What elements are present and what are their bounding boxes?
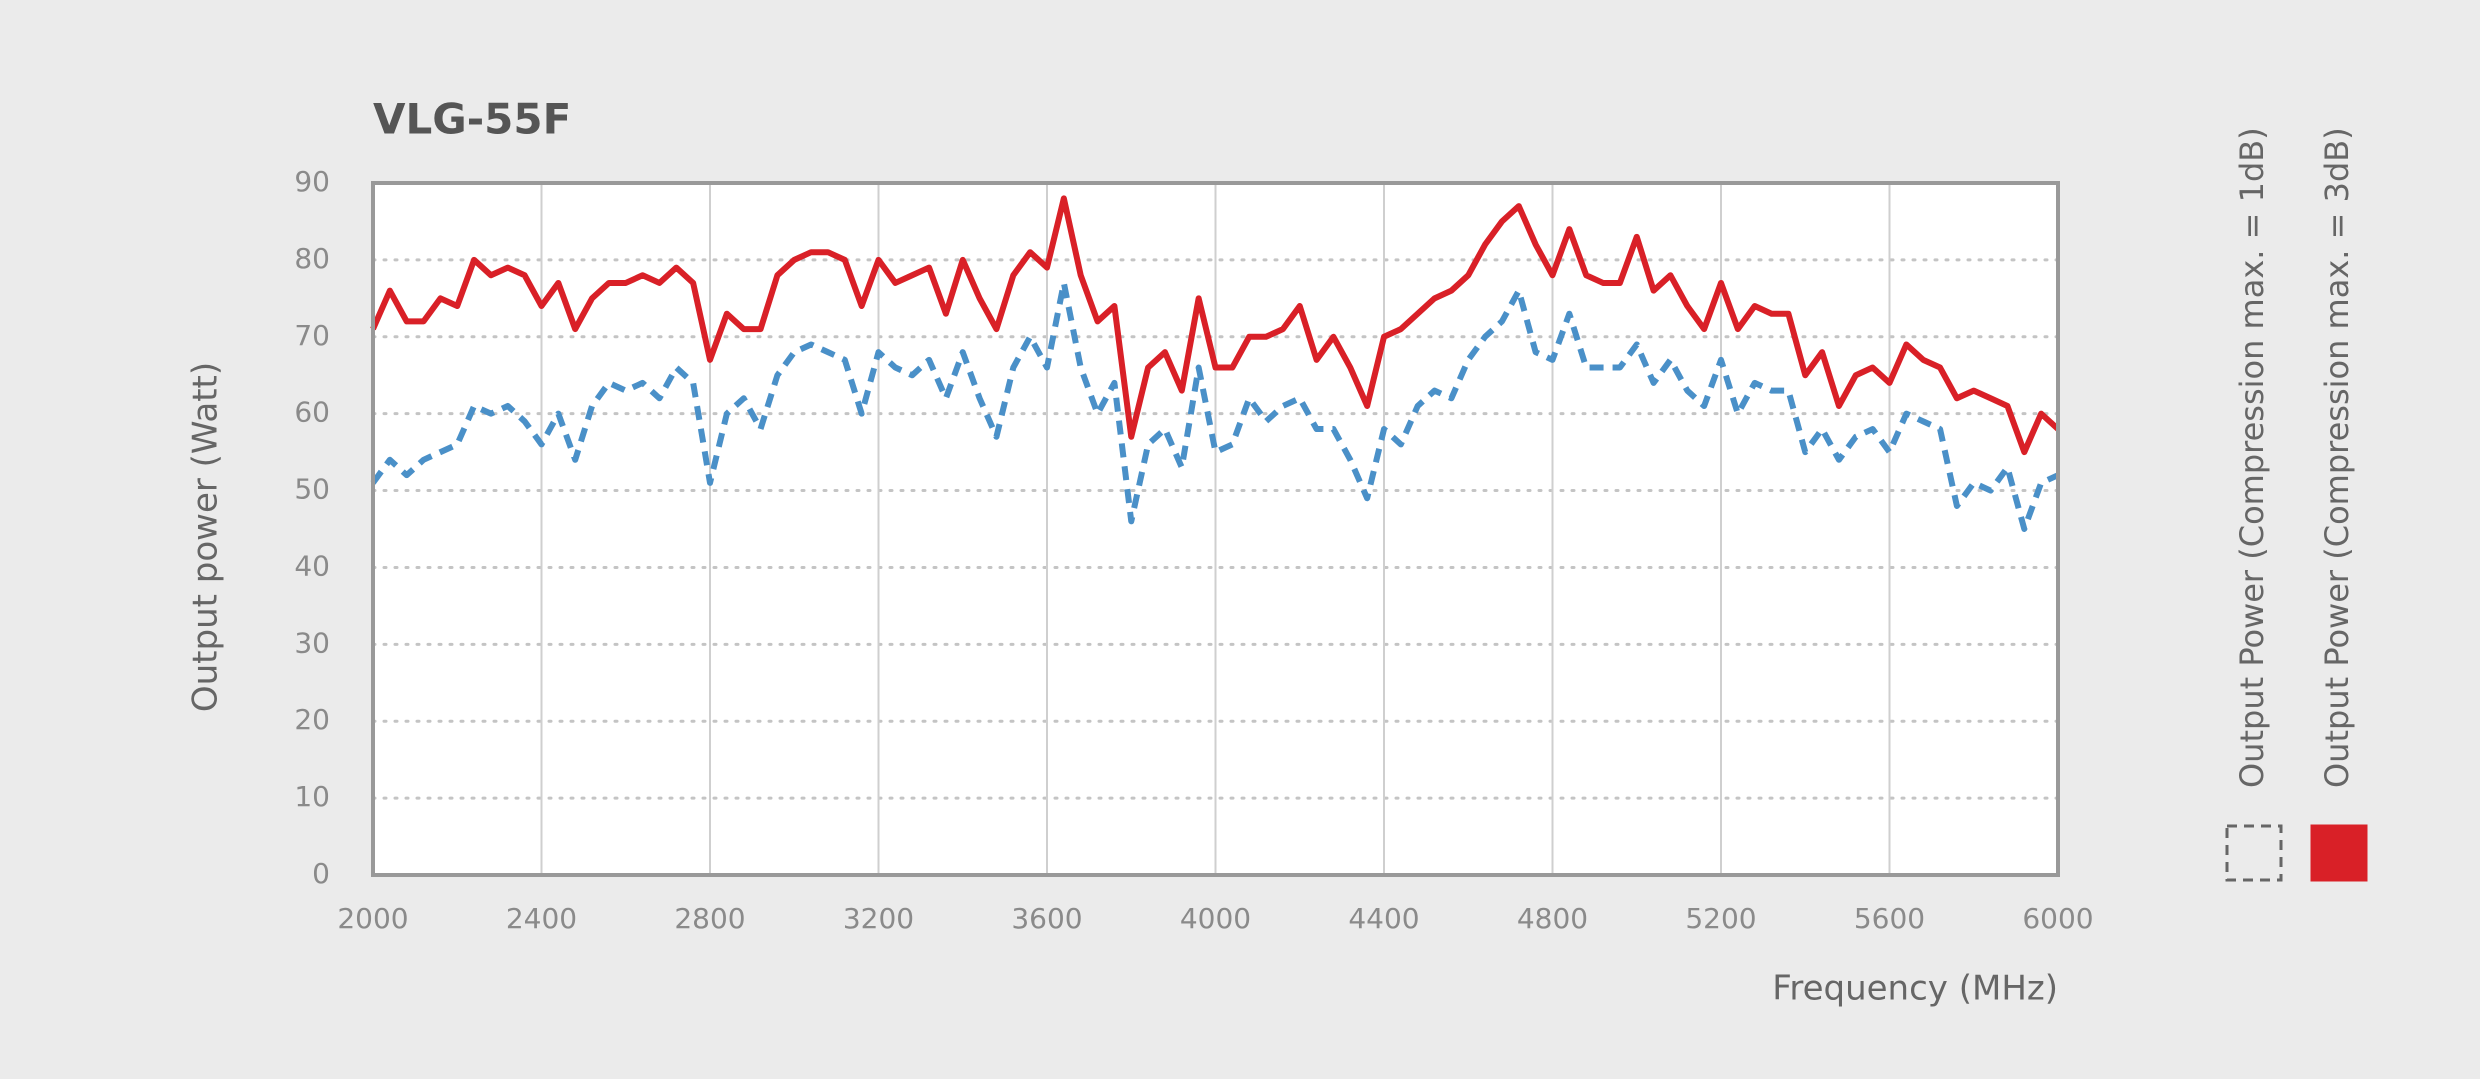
y-tick-label: 80 bbox=[294, 242, 330, 275]
series-line bbox=[370, 279, 2060, 532]
x-tick-label: 5600 bbox=[1854, 902, 1925, 935]
y-tick-label: 0 bbox=[312, 857, 330, 890]
y-tick-label: 60 bbox=[294, 396, 330, 429]
series-line bbox=[370, 195, 2061, 456]
y-tick-label: 50 bbox=[294, 473, 330, 506]
x-tick-label: 6000 bbox=[2022, 902, 2093, 935]
x-tick-label: 4800 bbox=[1517, 902, 1588, 935]
x-tick-label: 3600 bbox=[1011, 902, 1082, 935]
x-tick-label: 3200 bbox=[843, 902, 914, 935]
chart-title: VLG-55F bbox=[373, 95, 571, 144]
y-tick-label: 20 bbox=[294, 703, 330, 736]
legend-label: Output Power (Compression max. = 3dB) bbox=[2318, 127, 2356, 788]
x-tick-label: 4400 bbox=[1348, 902, 1419, 935]
x-tick-label: 2000 bbox=[337, 902, 408, 935]
legend-label: Output Power (Compression max. = 1dB) bbox=[2233, 127, 2271, 788]
x-tick-label: 4000 bbox=[1180, 902, 1251, 935]
y-axis-label: Output power (Watt) bbox=[186, 362, 226, 712]
y-tick-label: 10 bbox=[294, 780, 330, 813]
y-tick-label: 30 bbox=[294, 626, 330, 659]
x-tick-label: 2400 bbox=[506, 902, 577, 935]
legend-swatch bbox=[2310, 824, 2368, 882]
x-tick-label: 2800 bbox=[674, 902, 745, 935]
plot-border bbox=[371, 181, 2060, 877]
legend-swatch bbox=[2225, 824, 2283, 882]
y-tick-label: 70 bbox=[294, 319, 330, 352]
y-tick-label: 90 bbox=[294, 165, 330, 198]
y-tick-label: 40 bbox=[294, 549, 330, 582]
x-axis-label: Frequency (MHz) bbox=[1772, 969, 2058, 1009]
x-tick-label: 5200 bbox=[1685, 902, 1756, 935]
